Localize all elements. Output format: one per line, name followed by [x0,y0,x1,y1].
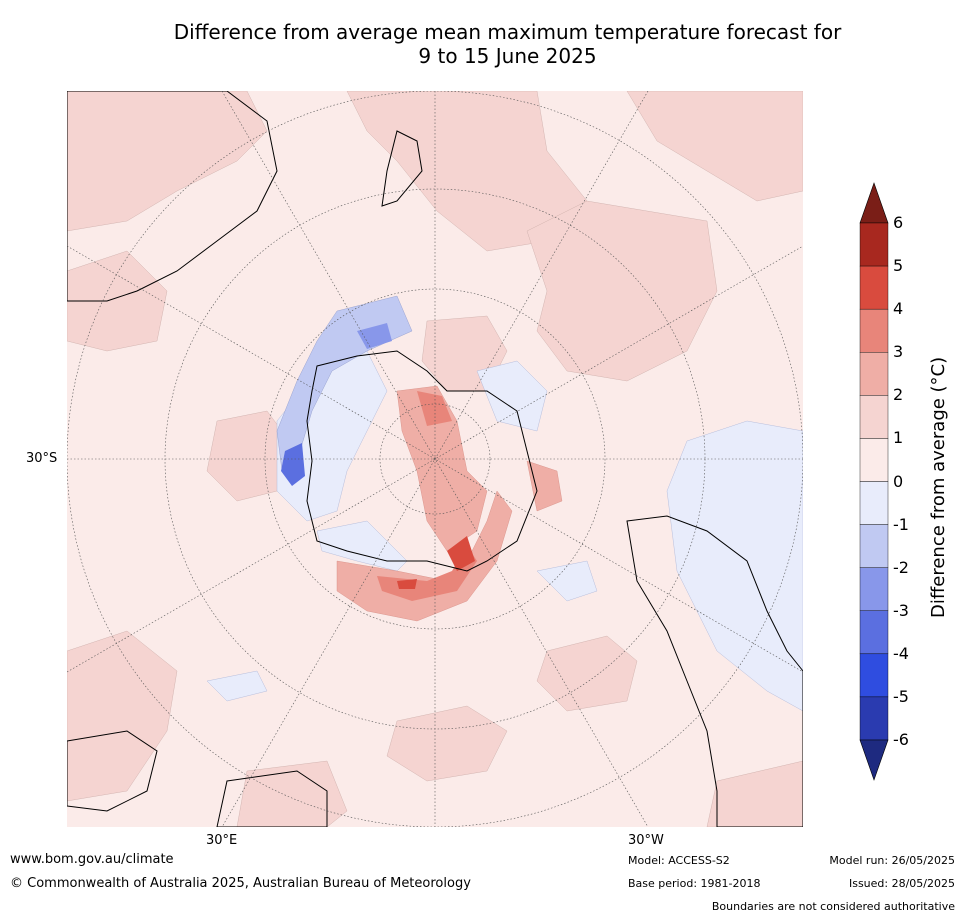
colorbar-tick-label: 3 [893,342,904,362]
colorbar-segment [859,610,889,655]
colorbar-extend-high [859,182,889,224]
footer-website: www.bom.gov.au/climate [10,852,174,867]
colorbar-extend-low [859,739,889,781]
colorbar-tick-label: -4 [893,643,909,663]
anomaly-plus1-regions [67,91,803,827]
colorbar-segment [859,567,889,611]
lon-label-30w: 30°W [628,833,664,848]
colorbar-bar [859,182,889,781]
colorbar: 6 5 4 3 2 1 0 -1 -2 -3 -4 -5 -6 [850,180,960,785]
colorbar-tick-label: 4 [893,299,904,319]
colorbar-segment [859,352,889,396]
colorbar-segment [859,696,889,741]
chart-title: Difference from average mean maximum tem… [0,20,965,68]
colorbar-tick-label: -2 [893,557,909,577]
lat-label-30s: 30°S [26,451,58,466]
colorbar-tick-label: 1 [893,428,904,448]
colorbar-segment [859,438,889,482]
footer-issued: Issued: 28/05/2025 [848,877,955,890]
colorbar-segment [859,481,889,525]
footer-disclaimer: Boundaries are not considered authoritat… [711,900,955,913]
colorbar-segment [859,524,889,568]
colorbar-tick-label: 6 [893,213,904,232]
anomaly-minus2-regions [276,295,413,486]
footer-base-period: Base period: 1981-2018 [628,877,761,890]
colorbar-tick-label: -1 [893,514,909,534]
colorbar-tick-label: -3 [893,600,909,620]
colorbar-segment [859,308,889,353]
graticule [67,91,803,827]
colorbar-segment [859,395,889,439]
colorbar-segment [859,653,889,698]
colorbar-tick-label: 5 [893,256,904,276]
lon-label-30e: 30°E [206,833,238,848]
colorbar-segment [859,222,889,267]
footer-model-run: Model run: 26/05/2025 [829,854,955,867]
colorbar-title: Difference from average (°C) [928,356,949,618]
colorbar-tick-label: 2 [893,385,904,405]
map-panel [67,91,803,827]
footer-model: Model: ACCESS-S2 [628,854,730,867]
colorbar-tick-label: -5 [893,686,909,706]
coastlines [67,91,803,827]
colorbar-tick-label: -6 [893,730,909,749]
temperature-anomaly-map [67,91,803,827]
colorbar-tick-label: 0 [893,471,904,491]
title-line-1: Difference from average mean maximum tem… [173,20,842,44]
title-line-2: 9 to 15 June 2025 [418,44,597,68]
colorbar-segment [859,265,889,310]
footer-copyright: © Commonwealth of Australia 2025, Austra… [10,876,471,891]
